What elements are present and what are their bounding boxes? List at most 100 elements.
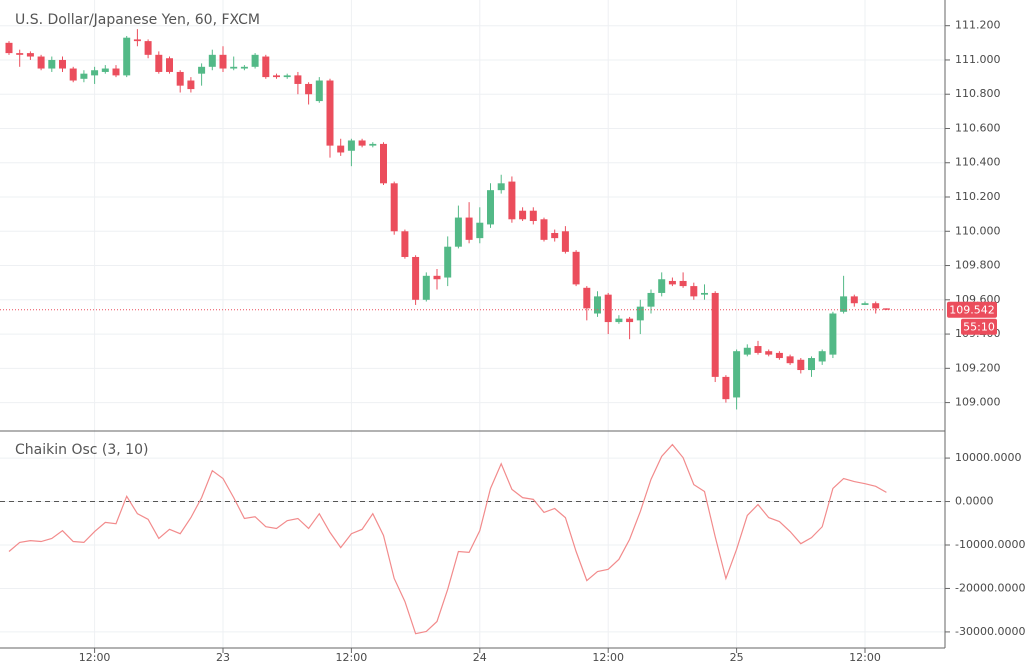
candle-body [123,37,131,76]
y-tick-label: 110.400 [955,156,1001,169]
candle-body [422,275,430,300]
candle-body [636,306,644,321]
candle-body [273,75,280,78]
candle-body [615,318,623,323]
y-tick-label: 110.000 [955,224,1001,237]
candle-body [561,231,569,252]
y-tick-label: 109.000 [955,396,1001,409]
candle-body [380,143,387,184]
candle-body [583,287,591,309]
candle-body [497,183,505,191]
candle-body [465,217,473,240]
candle-body [133,39,141,42]
candle-body [176,71,184,86]
y-tick-label: 110.200 [955,190,1001,203]
last-price-label: 109.542 [949,304,995,317]
candle-body [166,58,173,72]
candle-body [251,54,259,67]
candle-body [347,140,355,151]
y-tick-label: 111.200 [955,19,1001,32]
candle-body [208,54,216,67]
candle-body [5,42,13,54]
candle-body [112,68,120,76]
y-tick-label: 110.600 [955,121,1001,134]
candle-body [487,190,494,225]
x-tick-label: 24 [473,651,487,664]
chart-title: U.S. Dollar/Japanese Yen, 60, FXCM [15,12,260,28]
candle-body [508,181,516,220]
candle-body [433,275,441,280]
candle-body [101,68,109,72]
y-tick-label: 109.200 [955,361,1001,374]
last-price-box [947,301,997,318]
x-tick-label: 25 [730,651,744,664]
candle-body [711,292,719,377]
candle-body [604,294,612,323]
candle-body [294,75,302,84]
x-tick-label: 23 [216,651,230,664]
candle-body [444,246,452,278]
candle-body [240,66,248,69]
candle-body [861,303,869,305]
oscillator-line [8,443,887,635]
candle-body [722,376,730,400]
candle-body [412,256,420,300]
y-tick-label: -10000.0000 [955,538,1025,551]
candle-body [219,54,227,69]
candle-body [765,351,773,355]
y-tick-label: 10000.0000 [955,451,1021,464]
candle-body [476,222,484,239]
candle-body [59,59,66,69]
y-tick-label: -20000.0000 [955,581,1025,594]
candle-body [743,347,751,355]
candle-body [155,54,163,72]
candle-body [390,183,398,232]
candle-body [187,80,195,90]
candle-body [326,80,334,146]
candle-body [829,313,837,355]
candle-body [872,303,880,309]
candle-body [818,351,826,362]
y-tick-label: 110.800 [955,87,1001,100]
candle-body [262,56,270,78]
candle-body [786,356,794,364]
candle-body [369,143,377,146]
candle-body [540,219,548,240]
candle-body [230,66,238,69]
candle-body [519,210,527,220]
candle-body [551,232,559,239]
candle-body [882,308,890,310]
candle-body [658,279,666,293]
candle-body [91,70,99,76]
countdown-box [961,318,997,335]
x-tick-label: 12:00 [592,651,624,664]
candle-body [679,280,687,287]
candle-body [775,352,783,359]
x-tick-label: 12:00 [849,651,881,664]
candle-body [850,296,858,304]
candle-body [26,53,34,57]
candle-body [626,318,634,323]
candle-body [337,145,345,153]
marks [0,29,945,635]
candle-body [454,217,462,247]
candle-body [647,292,655,307]
y-tick-label: 0.0000 [955,495,994,508]
candle-body [80,73,88,79]
countdown-label: 55:10 [963,321,995,334]
candle-body [594,296,601,314]
y-tick-label: -30000.0000 [955,625,1025,638]
candle-body [754,346,762,353]
candle-body [808,358,815,371]
candle-body [840,296,848,312]
candle-body [283,75,291,78]
candle-body [198,66,206,74]
candle-body [690,286,698,297]
candle-body [16,53,24,55]
indicator-title: Chaikin Osc (3, 10) [15,442,148,458]
x-tick-label: 12:00 [79,651,111,664]
candle-body [668,280,676,285]
candle-body [797,359,805,371]
candle-body [529,210,537,221]
